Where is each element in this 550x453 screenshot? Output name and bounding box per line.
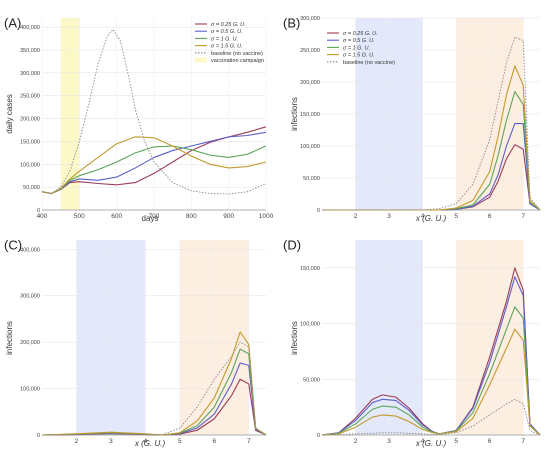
legend-label: σ = 0.5 G. U. — [343, 38, 375, 44]
x-tick-label: 3 — [109, 438, 113, 445]
legend-label: σ = 1.5 G. U. — [211, 44, 243, 50]
x-tick-label: 4 — [421, 213, 425, 220]
x-tick-label: 6 — [488, 438, 492, 445]
x-tick-label: 6 — [212, 438, 216, 445]
y-tick-label: 0 — [317, 433, 320, 439]
y-tick-label: 100,000 — [20, 387, 40, 393]
x-tick-label: 2 — [354, 213, 358, 220]
x-tick-label: 2 — [354, 438, 358, 445]
series-line-2 — [41, 131, 267, 195]
y-tick-label: 100,000 — [300, 144, 320, 150]
y-tick-label: 150,000 — [20, 139, 40, 145]
x-tick-label: 400 — [37, 213, 48, 220]
x-tick-label: 600 — [111, 213, 122, 220]
series-line-4 — [41, 331, 267, 436]
series-line-4 — [321, 328, 541, 436]
x-tick-label: 5 — [454, 438, 458, 445]
y-axis-label: infections — [290, 97, 299, 131]
y-tick-label: 300,000 — [20, 294, 40, 300]
panel-1: (A) 0 50,000 100,000 150,000 200,000 250,000 30… — [4, 16, 274, 223]
x-axis-label: x (G. U.) — [415, 439, 447, 448]
x-tick-label: 3 — [387, 213, 391, 220]
x-tick-label: 7 — [521, 213, 525, 220]
y-tick-label: 0 — [317, 208, 320, 214]
y-tick-label: 100,000 — [300, 322, 320, 328]
legend-label: baseline (no vaccine) — [211, 51, 263, 57]
panel-letter: (C) — [4, 238, 22, 253]
y-tick-label: 250,000 — [300, 48, 320, 54]
x-tick-label: 5 — [454, 213, 458, 220]
legend-label: σ = 0.25 G. U. — [211, 22, 246, 28]
y-tick-label: 200,000 — [20, 117, 40, 123]
baseline-line — [321, 398, 541, 436]
y-tick-label: 300,000 — [20, 71, 40, 77]
legend-label: σ = 1 G. U. — [343, 45, 370, 51]
y-tick-label: 350,000 — [20, 48, 40, 54]
y-axis-label: infections — [5, 321, 14, 355]
panel-letter: (D) — [283, 238, 301, 253]
x-tick-label: 3 — [387, 438, 391, 445]
baseline-line — [322, 36, 541, 211]
panel-4: (D) 0 50,000 100,000 150,000 2 3 4 5 6 7 x (G. U.) i… — [283, 238, 541, 448]
legend-swatch — [195, 57, 207, 63]
x-tick-label: 6 — [488, 213, 492, 220]
x-tick-label: 4 — [421, 438, 425, 445]
x-axis-label: x (G. U.) — [415, 214, 447, 223]
y-tick-label: 100,000 — [20, 162, 40, 168]
legend-label: σ = 1 G. U. — [211, 36, 238, 42]
x-tick-label: 500 — [74, 213, 85, 220]
y-tick-label: 200,000 — [300, 80, 320, 86]
baseline-line — [41, 341, 267, 436]
y-tick-label: 0 — [37, 433, 40, 439]
y-tick-label: 150,000 — [300, 266, 320, 272]
y-axis-label: daily cases — [5, 94, 14, 134]
x-tick-label: 4 — [144, 438, 148, 445]
x-axis-label: days — [142, 214, 159, 223]
panel-2: (B) 0 50,000 100,000 150,000 200,000 250,000 30… — [283, 16, 541, 223]
y-tick-label: 50,000 — [303, 176, 320, 182]
legend-label: vaccination campaign — [211, 58, 264, 64]
x-tick-label: 1000 — [259, 213, 274, 220]
y-tick-label: 50,000 — [23, 185, 40, 191]
legend-label: baseline (no vaccine) — [343, 60, 395, 66]
y-tick-label: 400,000 — [20, 247, 40, 253]
y-tick-label: 150,000 — [300, 112, 320, 118]
y-axis-label: infections — [290, 321, 299, 355]
y-tick-label: 200,000 — [20, 340, 40, 346]
y-tick-label: 0 — [37, 208, 40, 214]
x-tick-label: 7 — [521, 438, 525, 445]
panel-letter: (B) — [283, 16, 300, 31]
legend-label: σ = 1.5 G. U. — [343, 53, 375, 59]
legend-label: σ = 0.25 G. U. — [343, 31, 378, 37]
panel-3: (C) 0 100,000 200,000 300,000 400,000 2 3 4 5 6 7 x … — [4, 238, 267, 448]
x-tick-label: 5 — [178, 438, 182, 445]
shaded-region — [60, 18, 80, 210]
panel-letter: (A) — [4, 16, 21, 31]
series-line-4 — [41, 136, 267, 195]
x-tick-label: 700 — [149, 213, 160, 220]
x-tick-label: 800 — [186, 213, 197, 220]
x-axis-label: x (G. U.) — [134, 439, 166, 448]
x-tick-label: 900 — [223, 213, 234, 220]
y-tick-label: 50,000 — [303, 377, 320, 383]
x-tick-label: 2 — [75, 438, 79, 445]
legend-label: σ = 0.5 G. U. — [211, 29, 243, 35]
y-tick-label: 400,000 — [20, 25, 40, 31]
y-tick-label: 300,000 — [300, 16, 320, 22]
x-tick-label: 7 — [247, 438, 251, 445]
y-tick-label: 250,000 — [20, 94, 40, 100]
